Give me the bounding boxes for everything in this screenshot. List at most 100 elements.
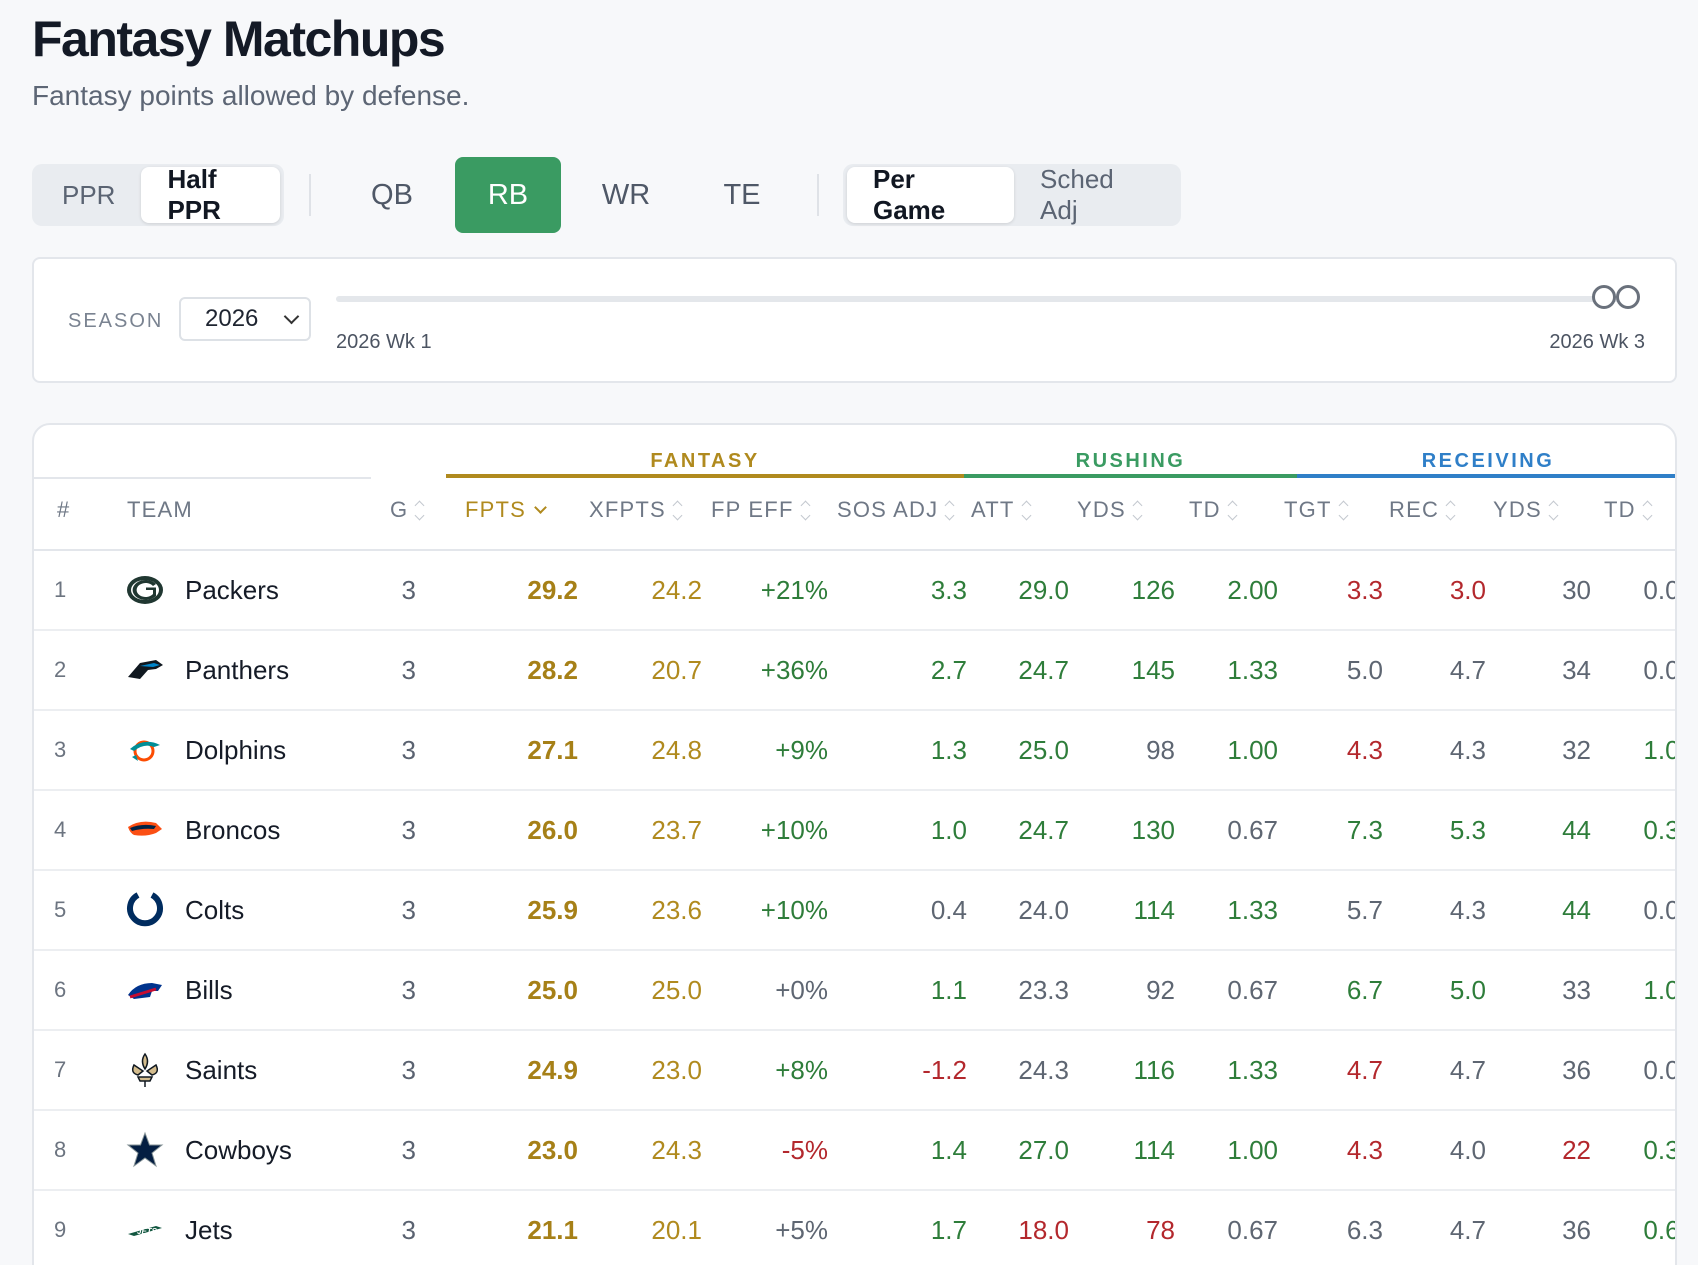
- table-row[interactable]: 4 Broncos 3 26.0 23.7 +10% 1.0 24.7 130 0.67 7.3 5.…: [34, 791, 1675, 871]
- row-rush-yds: 130: [1131, 815, 1175, 845]
- sort-icon: [1021, 500, 1031, 520]
- column-header-sos-adj[interactable]: SOS ADJ: [837, 497, 955, 523]
- packers-logo-icon: [126, 571, 164, 609]
- row-team-name[interactable]: Bills: [185, 975, 233, 1005]
- row-rec-yds: 36: [1562, 1215, 1591, 1245]
- row-team-name[interactable]: Jets: [185, 1215, 233, 1245]
- row-xfpts: 20.1: [651, 1215, 702, 1245]
- week-range-end-label: 2026 Wk 3: [1549, 331, 1645, 353]
- position-qb-tab[interactable]: QB: [371, 178, 413, 211]
- row-team-name[interactable]: Packers: [185, 575, 279, 605]
- row-rec: 5.3: [1449, 815, 1486, 845]
- sort-icon: [1548, 500, 1559, 520]
- row-team-name[interactable]: Broncos: [185, 815, 281, 845]
- table-row[interactable]: 6 Bills 3 25.0 25.0 +0% 1.1 23.3 92 0.67 6.7 5.0 33 1…: [34, 951, 1675, 1031]
- row-att: 25.0: [1018, 735, 1069, 765]
- row-fpts: 27.1: [527, 735, 578, 765]
- table-row[interactable]: 9 JETS Jets 3 21.1 20.1 +5% 1.7 18.0 78 0.67 6.3 4.7…: [34, 1191, 1675, 1265]
- column-header-xfpts[interactable]: XFPTS: [589, 497, 683, 523]
- sort-icon: [1445, 500, 1456, 520]
- column-header-rush-yds[interactable]: YDS: [1077, 497, 1143, 523]
- column-header-rec[interactable]: REC: [1389, 497, 1456, 523]
- table-row[interactable]: 1 Packers 3 29.2 24.2 +21% 3.3 29.0 126 2.00 3.3 3.…: [34, 551, 1675, 631]
- table-row[interactable]: 2 Panthers 3 28.2 20.7 +36% 2.7 24.7 145 1.33 5.0 4…: [34, 631, 1675, 711]
- row-rank: 6: [54, 977, 67, 1002]
- row-sos-adj: -1.2: [922, 1055, 967, 1085]
- row-rec-td: 0.33: [1643, 1135, 1675, 1165]
- column-header-rush-td[interactable]: TD: [1189, 497, 1238, 523]
- row-rank: 9: [54, 1217, 67, 1242]
- table-row[interactable]: 3 Dolphins 3 27.1 24.8 +9% 1.3 25.0 98 1.00 4.3 4.3…: [34, 711, 1675, 791]
- row-sos-adj: 1.7: [930, 1215, 967, 1245]
- week-range-start-handle[interactable]: [1592, 285, 1616, 309]
- season-select[interactable]: 2026: [179, 297, 311, 341]
- column-header-team: TEAM: [127, 497, 193, 522]
- sort-icon: [1338, 500, 1349, 520]
- row-rush-td: 0.67: [1227, 1215, 1278, 1245]
- cowboys-logo-icon: [126, 1131, 164, 1169]
- week-range-start-label: 2026 Wk 1: [336, 331, 432, 353]
- column-header-g[interactable]: G: [390, 497, 425, 523]
- row-team-name[interactable]: Saints: [185, 1055, 258, 1085]
- row-team-name[interactable]: Cowboys: [185, 1135, 292, 1165]
- row-rush-yds: 114: [1133, 895, 1175, 925]
- row-g: 3: [401, 1055, 416, 1085]
- column-header-rec-yds[interactable]: YDS: [1493, 497, 1559, 523]
- row-rec: 4.3: [1449, 895, 1486, 925]
- column-header-tgt[interactable]: TGT: [1284, 497, 1349, 523]
- group-underline-fantasy: [446, 474, 964, 478]
- row-att: 27.0: [1018, 1135, 1069, 1165]
- row-att: 24.0: [1018, 895, 1069, 925]
- column-header-fp-eff[interactable]: FP EFF: [711, 497, 811, 523]
- scoring-half-ppr-button[interactable]: Half PPR: [141, 164, 280, 225]
- row-xfpts: 24.8: [651, 735, 702, 765]
- row-rush-yds: 145: [1131, 655, 1175, 685]
- row-rank: 1: [54, 577, 67, 602]
- position-wr-tab[interactable]: WR: [601, 178, 651, 211]
- table-row[interactable]: 8 Cowboys 3 23.0 24.3 -5% 1.4 27.0 114 1.00 4.3 4.0…: [34, 1111, 1675, 1191]
- sort-icon: [1642, 500, 1653, 520]
- row-rec-yds: 32: [1562, 735, 1591, 765]
- row-fp-eff: +21%: [760, 575, 828, 605]
- row-rec: 4.7: [1449, 1215, 1486, 1245]
- row-tgt: 5.7: [1346, 895, 1383, 925]
- page-subtitle: Fantasy points allowed by defense.: [32, 80, 470, 111]
- row-rec: 5.0: [1449, 975, 1486, 1005]
- row-rec-yds: 34: [1562, 655, 1591, 685]
- page-title: Fantasy Matchups: [32, 11, 446, 67]
- row-fp-eff: +36%: [760, 655, 828, 685]
- row-att: 24.3: [1018, 1055, 1069, 1085]
- row-team-name[interactable]: Colts: [185, 895, 245, 925]
- sort-icon: [1132, 500, 1143, 520]
- scoring-ppr-button[interactable]: PPR: [62, 179, 116, 210]
- row-fpts: 26.0: [527, 815, 578, 845]
- column-header-fpts[interactable]: FPTS: [465, 497, 547, 523]
- row-team-name[interactable]: Panthers: [185, 655, 290, 685]
- week-range-slider-track[interactable]: [336, 296, 1636, 302]
- column-header-rec-td[interactable]: TD: [1604, 497, 1653, 523]
- mode-sched-adj-button[interactable]: Sched Adj: [1040, 164, 1114, 225]
- broncos-logo-icon: [126, 811, 164, 849]
- week-range-end-handle[interactable]: [1616, 285, 1640, 309]
- row-tgt: 7.3: [1346, 815, 1383, 845]
- row-rec-yds: 30: [1562, 575, 1591, 605]
- row-team-name[interactable]: Dolphins: [185, 735, 287, 765]
- position-rb-tab[interactable]: RB: [455, 157, 561, 233]
- table-row[interactable]: 7 Saints 3 24.9 23.0 +8% -1.2 24.3 116 1.33 4.7 4.7…: [34, 1031, 1675, 1111]
- position-te-tab[interactable]: TE: [723, 178, 761, 211]
- row-rec-td: 0.00: [1643, 1055, 1675, 1085]
- row-fpts: 25.9: [527, 895, 578, 925]
- row-rec: 4.0: [1449, 1135, 1486, 1165]
- row-rank: 5: [54, 897, 67, 922]
- colts-logo-icon: [126, 891, 164, 929]
- table-row[interactable]: 5 Colts 3 25.9 23.6 +10% 0.4 24.0 114 1.33 5.7 4.3 4…: [34, 871, 1675, 951]
- row-g: 3: [401, 655, 416, 685]
- column-header-att[interactable]: ATT: [971, 497, 1031, 523]
- sort-icon: [672, 500, 683, 520]
- row-rush-yds: 78: [1146, 1215, 1175, 1245]
- row-sos-adj: 3.3: [930, 575, 967, 605]
- mode-per-game-button[interactable]: Per Game: [847, 164, 1015, 225]
- row-rush-yds: 116: [1133, 1055, 1175, 1085]
- row-xfpts: 24.2: [651, 575, 702, 605]
- row-rec-td: 0.00: [1643, 655, 1675, 685]
